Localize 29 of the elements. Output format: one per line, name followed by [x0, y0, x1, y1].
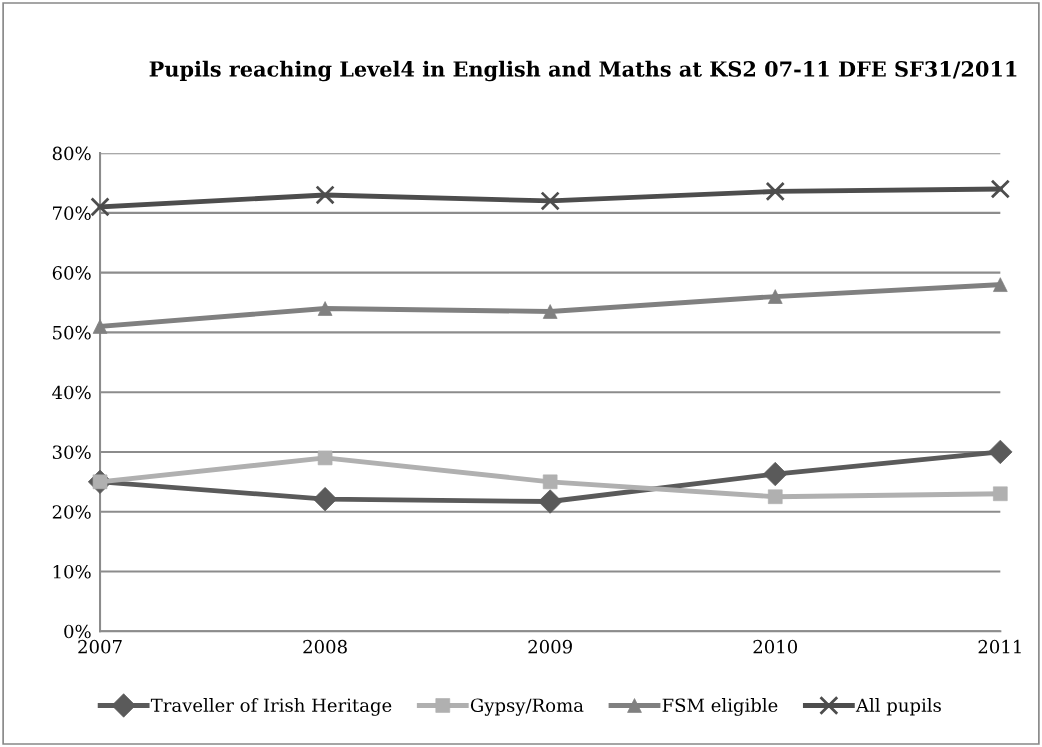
x-tick-label: 2008	[303, 639, 347, 654]
point	[993, 486, 1008, 502]
legend-label: All pupils	[855, 698, 941, 716]
x-tick-label: 2009	[528, 639, 572, 654]
point	[763, 461, 788, 487]
y-tick-label: 40%	[52, 385, 91, 400]
point	[767, 289, 783, 304]
legend-label: Traveller of Irish Heritage	[150, 698, 392, 716]
point	[990, 179, 1011, 199]
y-tick-label: 50%	[53, 325, 91, 340]
y-tick-label: 10%	[53, 564, 91, 579]
x-tick-label: 2010	[753, 639, 798, 654]
point	[540, 191, 560, 211]
point	[765, 181, 785, 202]
y-tick-label: 0%	[64, 624, 91, 639]
point	[315, 185, 335, 205]
point	[317, 450, 333, 466]
chart-title: Pupils reaching Level4 in English and Maths at KS2 07-11 DFE SF31/2011	[149, 60, 1017, 82]
y-tick-label: 70%	[53, 206, 91, 221]
x-tick-label: 2011	[978, 639, 1021, 654]
legend-label: FSM eligible	[662, 698, 778, 716]
legend-label: Gypsy/Roma	[470, 698, 584, 716]
point	[993, 277, 1008, 292]
y-tick-label: 60%	[52, 266, 91, 280]
x-tick-label: 2007	[78, 639, 122, 654]
y-tick-label: 80%	[52, 146, 91, 161]
y-tick-label: 20%	[52, 505, 91, 519]
y-tick-label: 30%	[52, 445, 91, 460]
point	[90, 197, 110, 217]
